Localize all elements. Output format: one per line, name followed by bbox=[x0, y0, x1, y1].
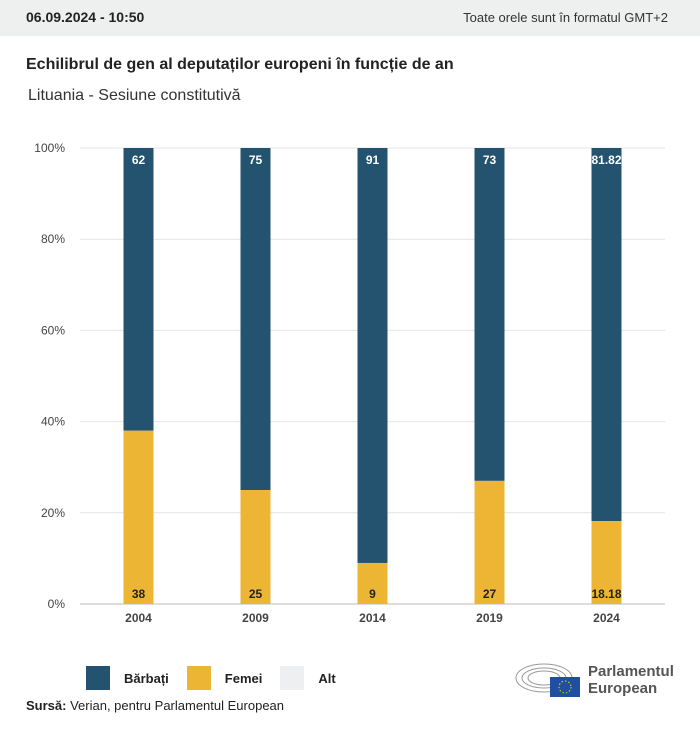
ep-logo: Parlamentul European bbox=[514, 660, 674, 700]
data-label: 91 bbox=[366, 153, 380, 167]
timezone-note: Toate orele sunt în formatul GMT+2 bbox=[463, 10, 668, 25]
source-text: Verian, pentru Parlamentul European bbox=[70, 698, 285, 713]
x-tick-label: 2019 bbox=[476, 611, 503, 625]
bar-bărbați-2014[interactable] bbox=[357, 148, 388, 563]
legend: Bărbați Femei Alt bbox=[86, 666, 354, 690]
legend-item-barbati[interactable]: Bărbați bbox=[86, 666, 169, 690]
header-bar: 06.09.2024 - 10:50 Toate orele sunt în f… bbox=[0, 0, 700, 36]
bar-bărbați-2004[interactable] bbox=[123, 148, 154, 431]
legend-swatch bbox=[280, 666, 305, 690]
x-tick-label: 2014 bbox=[359, 611, 386, 625]
source-note: Sursă: Verian, pentru Parlamentul Europe… bbox=[26, 698, 284, 713]
x-tick-label: 2009 bbox=[242, 611, 269, 625]
data-label: 75 bbox=[249, 153, 263, 167]
data-label: 62 bbox=[132, 153, 146, 167]
legend-swatch bbox=[186, 666, 211, 690]
y-tick-label: 0% bbox=[48, 597, 66, 611]
y-tick-label: 80% bbox=[41, 232, 65, 246]
y-tick-label: 100% bbox=[34, 141, 65, 155]
logo-line1: Parlamentul bbox=[588, 663, 674, 680]
data-label: 18.18 bbox=[591, 587, 621, 601]
bar-femei-2009[interactable] bbox=[240, 490, 271, 604]
chart: 0% 20% 40% 60% 80% 100% 62 38 2004 75 25 2009 91 9 201… bbox=[34, 141, 665, 625]
bar-femei-2014[interactable] bbox=[357, 562, 388, 604]
legend-item-alt[interactable]: Alt bbox=[280, 666, 336, 690]
bar-bărbați-2019[interactable] bbox=[474, 148, 505, 481]
legend-item-femei[interactable]: Femei bbox=[186, 666, 263, 690]
data-label: 73 bbox=[483, 153, 497, 167]
chart-subtitle: Lituania - Sesiune constitutivă bbox=[28, 87, 241, 104]
parliament-hemicycle-icon bbox=[515, 663, 580, 697]
y-tick-label: 20% bbox=[41, 506, 65, 520]
legend-swatch bbox=[86, 666, 110, 690]
data-label: 9 bbox=[369, 587, 376, 601]
legend-label: Femei bbox=[224, 670, 263, 686]
bar-bărbați-2024[interactable] bbox=[591, 148, 622, 522]
bar-femei-2024[interactable] bbox=[591, 521, 622, 604]
legend-label: Alt bbox=[318, 670, 336, 686]
data-label: 38 bbox=[132, 587, 146, 601]
data-label: 25 bbox=[249, 587, 263, 601]
x-tick-label: 2004 bbox=[125, 611, 152, 625]
y-tick-label: 40% bbox=[41, 415, 65, 429]
data-label: 27 bbox=[483, 587, 497, 601]
bar-femei-2004[interactable] bbox=[123, 430, 154, 604]
logo-line2: European bbox=[588, 680, 658, 697]
x-tick-label: 2024 bbox=[593, 611, 620, 625]
y-tick-label: 60% bbox=[41, 323, 65, 337]
date: 06.09.2024 - 10:50 bbox=[26, 9, 145, 25]
legend-label: Bărbați bbox=[124, 670, 169, 686]
source-label: Sursă: bbox=[26, 698, 67, 713]
bar-femei-2019[interactable] bbox=[474, 480, 505, 604]
chart-title: Echilibrul de gen al deputaților europen… bbox=[26, 56, 454, 73]
data-label: 81.82 bbox=[591, 153, 621, 167]
bar-bărbați-2009[interactable] bbox=[240, 148, 271, 490]
